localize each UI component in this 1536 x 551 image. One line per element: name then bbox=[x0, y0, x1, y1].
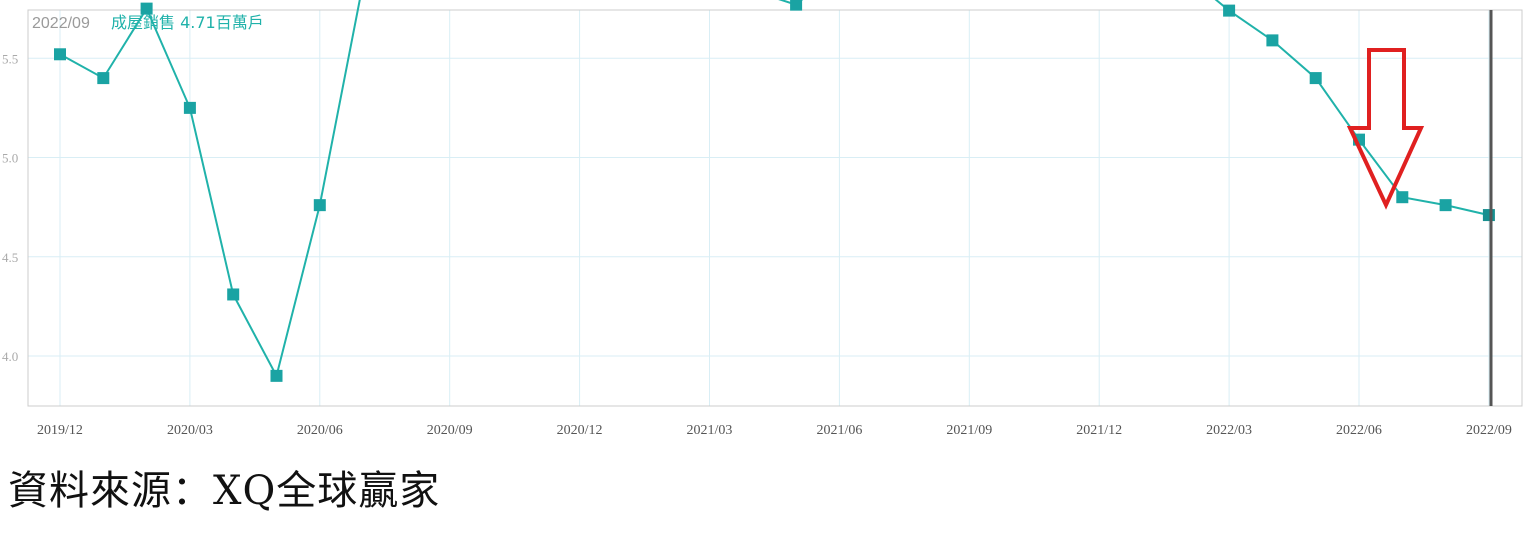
x-tick-label: 2019/12 bbox=[37, 423, 83, 438]
plot-frame bbox=[27, 9, 1523, 407]
data-point bbox=[54, 48, 66, 61]
x-tick-label: 2020/03 bbox=[167, 423, 213, 438]
x-tick-label: 2021/12 bbox=[1076, 423, 1122, 438]
x-tick-label: 2022/06 bbox=[1336, 423, 1382, 438]
data-point bbox=[1396, 191, 1409, 204]
grid bbox=[28, 10, 1522, 406]
x-tick-label: 2022/03 bbox=[1206, 423, 1252, 438]
data-point bbox=[313, 199, 326, 212]
source-caption: 資料來源：XQ全球贏家 bbox=[8, 468, 441, 514]
x-axis: 2019/12 2020/03 2020/06 2020/09 2020/12 2021/… bbox=[37, 423, 1512, 438]
series-line bbox=[59, 0, 1490, 379]
data-point bbox=[97, 72, 110, 85]
x-tick-label: 2021/03 bbox=[687, 423, 733, 438]
header-date: 2022/09 bbox=[32, 15, 90, 32]
data-point bbox=[1482, 209, 1495, 222]
x-tick-label: 2022/09 bbox=[1466, 423, 1512, 438]
data-point bbox=[227, 288, 240, 301]
y-tick-label: 5.5 bbox=[2, 51, 18, 66]
x-tick-label: 2020/12 bbox=[557, 423, 603, 438]
data-point bbox=[1223, 4, 1236, 17]
data-point bbox=[1309, 72, 1322, 85]
down-arrow-annotation bbox=[1346, 48, 1425, 210]
series-markers bbox=[54, 0, 1495, 382]
data-point bbox=[790, 0, 803, 11]
y-axis: 4.04.55.05.56.06.57.0 bbox=[2, 51, 18, 364]
y-tick-label: 4.5 bbox=[2, 250, 18, 265]
x-tick-label: 2020/09 bbox=[427, 423, 473, 438]
header-value: 成屋銷售 4.71百萬戶 bbox=[111, 13, 264, 32]
y-tick-label: 4.0 bbox=[2, 349, 18, 364]
data-point bbox=[183, 101, 196, 114]
data-point bbox=[140, 2, 153, 15]
data-point bbox=[1266, 34, 1279, 47]
y-tick-label: 5.0 bbox=[2, 151, 18, 166]
x-tick-label: 2021/09 bbox=[946, 423, 992, 438]
data-point bbox=[270, 369, 283, 382]
x-tick-label: 2020/06 bbox=[297, 423, 343, 438]
data-point bbox=[1439, 199, 1452, 212]
x-tick-label: 2021/06 bbox=[816, 423, 862, 438]
